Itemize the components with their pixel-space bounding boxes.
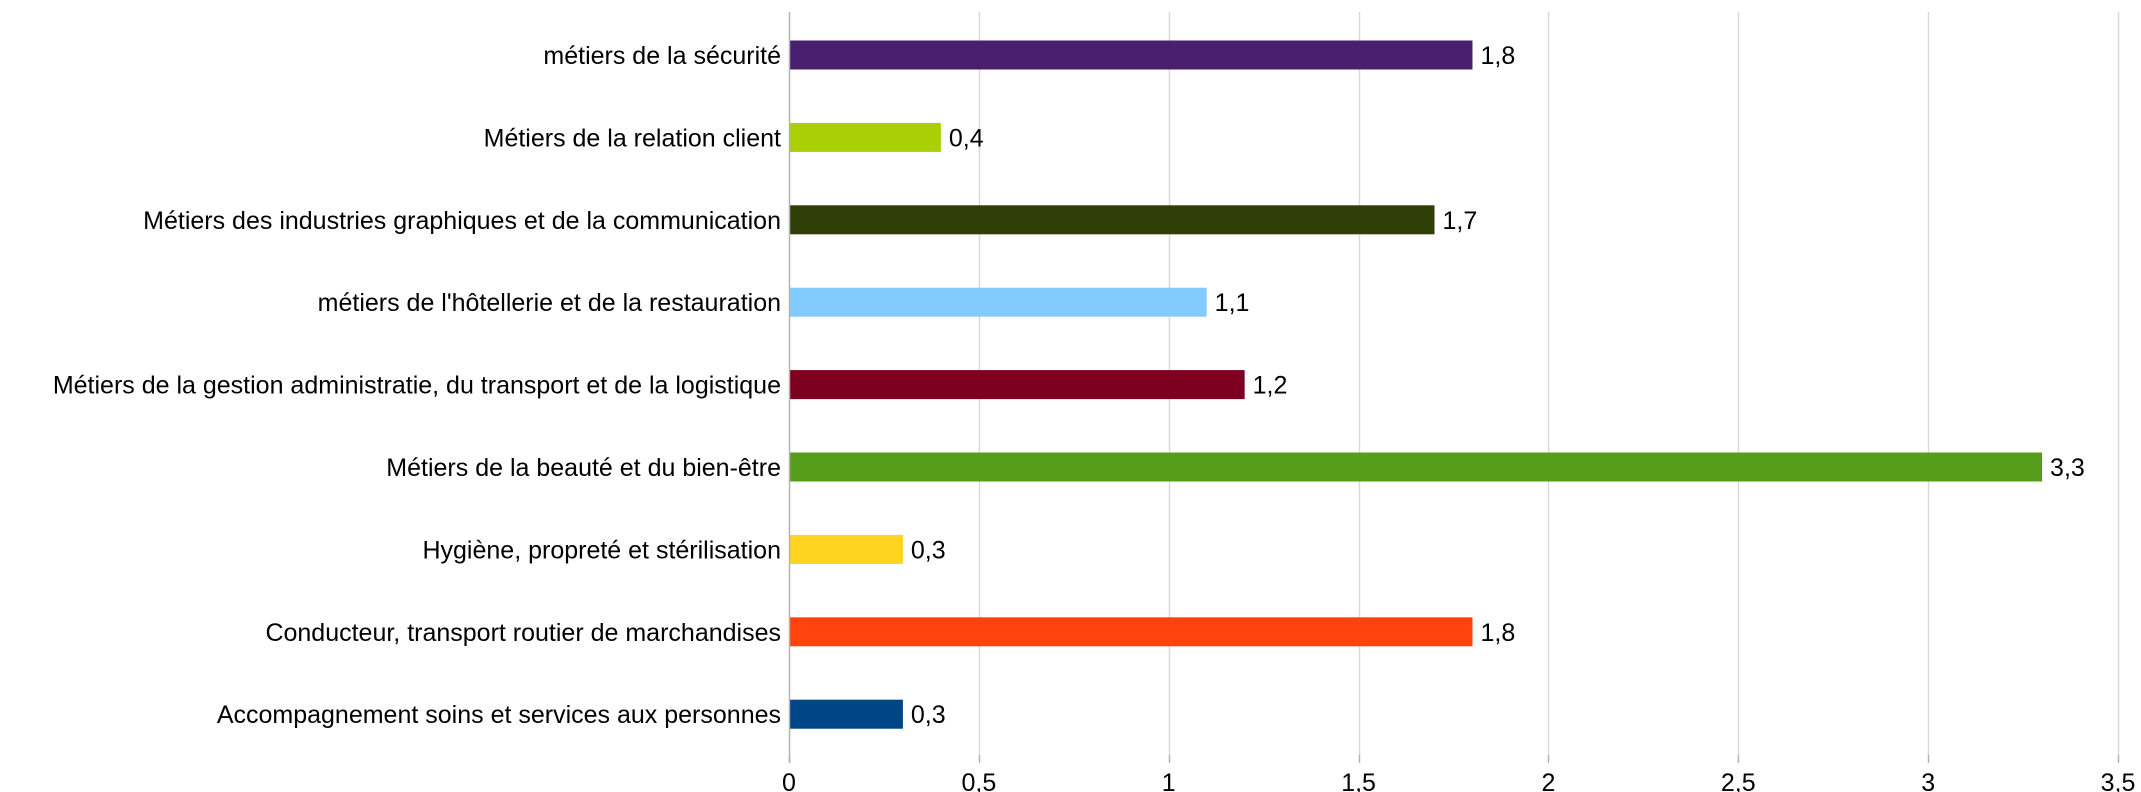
bar bbox=[789, 534, 903, 564]
category-label: métiers de l'hôtellerie et de la restaur… bbox=[318, 289, 781, 317]
category-label: Métiers de la beauté et du bien-être bbox=[386, 454, 781, 482]
bar bbox=[789, 287, 1207, 317]
category-label: Hygiène, propreté et stérilisation bbox=[422, 536, 781, 564]
value-label: 3,3 bbox=[2050, 454, 2085, 482]
value-label: 0,3 bbox=[911, 701, 946, 729]
bar bbox=[789, 370, 1245, 400]
bar bbox=[789, 617, 1473, 647]
axes bbox=[788, 12, 2120, 763]
value-label: 1,2 bbox=[1253, 372, 1288, 400]
value-label: 1,8 bbox=[1480, 619, 1515, 647]
x-tick-label: 2 bbox=[1541, 769, 1555, 792]
category-labels: métiers de la sécurité Métiers de la rela… bbox=[53, 42, 781, 729]
category-label: Accompagnement soins et services aux per… bbox=[217, 701, 781, 729]
x-tick-label: 2,5 bbox=[1721, 769, 1756, 792]
x-tick-label: 3,5 bbox=[2101, 769, 2136, 792]
category-label: Conducteur, transport routier de marchan… bbox=[265, 619, 781, 647]
category-label: Métiers des industries graphiques et de … bbox=[143, 207, 781, 235]
x-tick-label: 1 bbox=[1162, 769, 1176, 792]
bar bbox=[789, 122, 941, 152]
bar bbox=[789, 40, 1473, 70]
x-tick-label: 1,5 bbox=[1341, 769, 1376, 792]
bar bbox=[789, 205, 1435, 235]
category-label: métiers de la sécurité bbox=[543, 42, 781, 70]
value-label: 1,7 bbox=[1443, 207, 1478, 235]
category-label: Métiers de la gestion administratie, du … bbox=[53, 372, 781, 400]
category-label: Métiers de la relation client bbox=[484, 124, 781, 152]
gridlines bbox=[978, 12, 2120, 755]
value-label: 0,4 bbox=[949, 124, 984, 152]
x-tick-label: 0 bbox=[782, 769, 796, 792]
value-label: 0,3 bbox=[911, 536, 946, 564]
value-labels: 1,8 0,4 1,7 1,1 1,2 3,3 0,3 1,8 0,3 bbox=[911, 42, 2085, 729]
x-tick-labels: 0 0,5 1 1,5 2 2,5 3 3,5 bbox=[782, 769, 2135, 792]
value-label: 1,8 bbox=[1480, 42, 1515, 70]
bar bbox=[789, 699, 903, 729]
x-tick-label: 3 bbox=[1921, 769, 1935, 792]
value-label: 1,1 bbox=[1215, 289, 1250, 317]
bar bbox=[789, 452, 2043, 482]
x-tick-label: 0,5 bbox=[961, 769, 996, 792]
bars bbox=[789, 40, 2043, 729]
